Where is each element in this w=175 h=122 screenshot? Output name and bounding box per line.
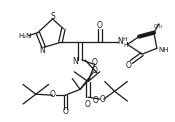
Text: O: O (85, 101, 91, 109)
Text: O: O (97, 21, 103, 30)
Text: O: O (125, 61, 131, 70)
Text: H₂N: H₂N (18, 33, 32, 39)
Text: S: S (50, 12, 55, 20)
Text: N: N (39, 46, 45, 55)
Text: O: O (62, 107, 68, 116)
Text: O: O (50, 90, 55, 99)
Text: CH₃: CH₃ (153, 24, 162, 29)
Text: O: O (92, 66, 98, 75)
Text: NH: NH (159, 47, 169, 53)
Text: O: O (100, 95, 106, 104)
Text: H: H (122, 37, 127, 42)
Text: O: O (93, 96, 99, 105)
Text: N: N (118, 37, 123, 46)
Text: H: H (123, 43, 128, 48)
Text: O: O (92, 58, 98, 67)
Text: N: N (72, 57, 78, 66)
